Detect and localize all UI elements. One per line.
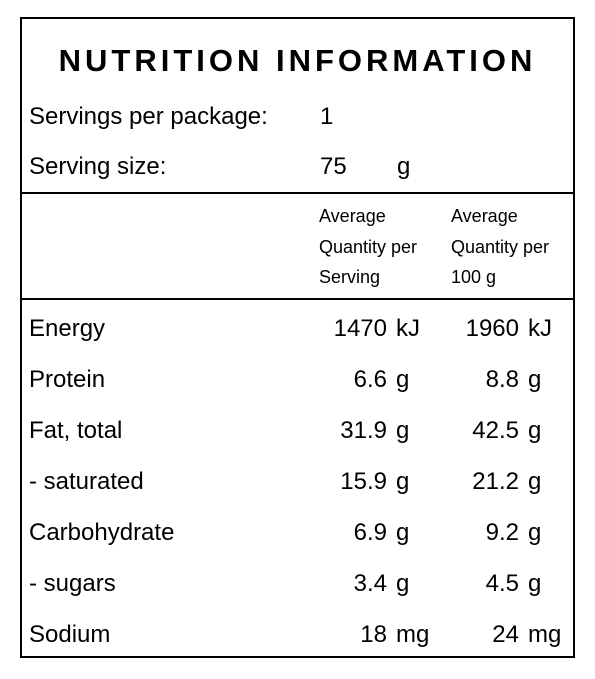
nutrient-name: Energy [29, 315, 106, 342]
panel-title: NUTRITION INFORMATION [58, 43, 537, 78]
nutrient-name: Carbohydrate [29, 519, 175, 546]
per-100g-unit: mg [528, 621, 562, 648]
per-100g-value: 24 [492, 621, 519, 648]
per-100g-value: 4.5 [485, 570, 519, 597]
per-100g-unit: g [528, 366, 542, 393]
table-row: Fat, total 31.9 g 42.5 g [22, 406, 573, 456]
per-100g-value: 1960 [465, 315, 519, 342]
divider [22, 192, 573, 194]
table-row: Carbohydrate 6.9 g 9.2 g [22, 508, 573, 558]
per-serving-unit: g [396, 468, 410, 495]
column-header-per-100g: Average Quantity per 100 g [451, 201, 549, 293]
table-row: - sugars 3.4 g 4.5 g [22, 559, 573, 609]
nutrient-name: Sodium [29, 621, 111, 648]
per-100g-value: 8.8 [485, 366, 519, 393]
per-100g-unit: g [528, 519, 542, 546]
header-line: Average [451, 206, 518, 226]
table-row: Sodium 18 mg 24 mg [22, 610, 573, 660]
table-row: Protein 6.6 g 8.8 g [22, 355, 573, 405]
per-100g-unit: g [528, 468, 542, 495]
servings-value: 1 [320, 103, 334, 130]
per-serving-value: 15.9 [340, 468, 387, 495]
per-serving-value: 18 [360, 621, 387, 648]
serving-size-label: Serving size: [29, 153, 167, 180]
per-serving-unit: g [396, 570, 410, 597]
per-100g-value: 9.2 [485, 519, 519, 546]
nutrient-name: Protein [29, 366, 106, 393]
per-serving-unit: kJ [396, 315, 420, 342]
nutrition-panel: NUTRITION INFORMATION Servings per packa… [20, 17, 575, 658]
per-serving-unit: g [396, 366, 410, 393]
nutrient-name: - sugars [29, 570, 116, 597]
header-line: Average [319, 206, 386, 226]
per-100g-unit: g [528, 417, 542, 444]
table-row: Energy 1470 kJ 1960 kJ [22, 304, 573, 354]
header-line: 100 g [451, 267, 497, 287]
header-line: Serving [319, 267, 381, 287]
per-serving-value: 1470 [333, 315, 387, 342]
column-header-per-serving: Average Quantity per Serving [319, 201, 417, 293]
per-100g-unit: g [528, 570, 542, 597]
nutrient-name: - saturated [29, 468, 144, 495]
per-serving-unit: g [396, 417, 410, 444]
header-line: Quantity per [319, 236, 418, 257]
per-100g-value: 21.2 [472, 468, 519, 495]
table-row: - saturated 15.9 g 21.2 g [22, 457, 573, 507]
per-serving-unit: g [396, 519, 410, 546]
per-100g-value: 42.5 [472, 417, 519, 444]
per-serving-value: 31.9 [340, 417, 387, 444]
per-100g-unit: kJ [528, 315, 552, 342]
nutrient-name: Fat, total [29, 417, 123, 444]
serving-size-unit: g [397, 153, 411, 180]
per-serving-value: 6.9 [353, 519, 387, 546]
divider [22, 298, 573, 300]
per-serving-value: 6.6 [353, 366, 387, 393]
serving-size-value: 75 [320, 153, 347, 180]
per-serving-unit: mg [396, 621, 430, 648]
per-serving-value: 3.4 [353, 570, 387, 597]
header-line: Quantity per [451, 236, 550, 257]
servings-label: Servings per package: [29, 103, 268, 130]
